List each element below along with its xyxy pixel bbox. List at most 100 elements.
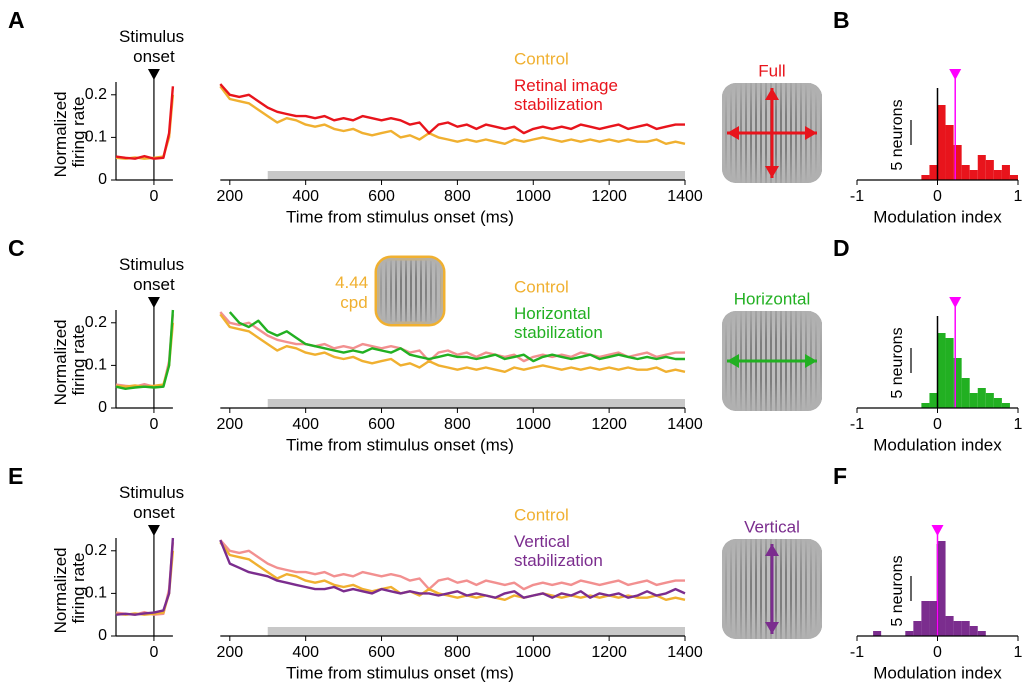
x-tick-label: 600 — [368, 644, 395, 661]
histogram-bar — [969, 393, 978, 408]
y-tick-label: 0.1 — [85, 357, 107, 374]
legend-entry: Horizontal stabilization — [514, 304, 603, 342]
histogram-bar — [913, 621, 922, 636]
panel-label: E — [8, 463, 23, 489]
x-tick-label: 1000 — [515, 416, 551, 433]
series-line — [115, 83, 685, 160]
onset-label: Stimulus onset — [119, 483, 189, 522]
arrow-head — [765, 622, 779, 634]
x-axis-label: Modulation index — [873, 207, 1002, 226]
histogram-bar — [873, 631, 882, 636]
x-tick-label: 1400 — [667, 188, 703, 205]
arrow-head — [805, 354, 817, 368]
x-tick-label: 0 — [149, 644, 158, 661]
x-tick-label: 600 — [368, 416, 395, 433]
scale-bar-label: 5 neurons — [889, 327, 906, 398]
x-tick-label: 1 — [1014, 188, 1023, 205]
mean-marker — [949, 69, 962, 80]
histogram-bar — [937, 541, 946, 636]
x-axis-label: Modulation index — [873, 663, 1002, 682]
legend-entry: Vertical stabilization — [514, 532, 603, 570]
y-tick-label: 0.2 — [85, 314, 107, 331]
panel-label: F — [833, 463, 847, 489]
histogram-bar — [993, 398, 1002, 408]
histogram-bar — [1001, 165, 1010, 180]
arrow-head — [765, 544, 779, 556]
x-axis-label: Time from stimulus onset (ms) — [286, 435, 514, 454]
x-tick-label: 1200 — [591, 644, 627, 661]
arrow-head — [765, 88, 779, 100]
x-tick-label: 400 — [292, 416, 319, 433]
x-axis-label: Modulation index — [873, 435, 1002, 454]
histogram-bar — [977, 631, 986, 636]
x-tick-label: 1000 — [515, 644, 551, 661]
inset-label: 4.44 cpd — [335, 273, 373, 312]
histogram-bar — [945, 338, 954, 408]
onset-label: Stimulus onset — [119, 255, 189, 294]
histogram-bar — [945, 616, 954, 636]
x-tick-label: 800 — [444, 416, 471, 433]
histogram-bar — [937, 105, 946, 180]
histogram-bar — [969, 626, 978, 636]
series-line — [115, 309, 685, 390]
y-axis-label: Normalized firing rate — [51, 543, 88, 634]
panel-label: A — [8, 7, 25, 33]
stimulus-label: Full — [758, 61, 785, 80]
x-tick-label: 1 — [1014, 416, 1023, 433]
histogram-bar — [929, 165, 938, 180]
onset-marker — [147, 69, 160, 80]
panel-label: B — [833, 7, 850, 33]
shaded-interval — [267, 627, 685, 636]
scale-bar-label: 5 neurons — [889, 99, 906, 170]
panel-label: D — [833, 235, 850, 261]
y-axis-label: Normalized firing rate — [51, 87, 88, 178]
mean-marker — [931, 525, 944, 536]
x-tick-label: 1 — [1014, 644, 1023, 661]
x-tick-label: -1 — [850, 188, 864, 205]
panel-label: C — [8, 235, 25, 261]
onset-marker — [147, 297, 160, 308]
x-tick-label: 200 — [216, 416, 243, 433]
shaded-interval — [267, 399, 685, 408]
x-axis-label: Time from stimulus onset (ms) — [286, 207, 514, 226]
onset-label: Stimulus onset — [119, 27, 189, 66]
histogram-bar — [953, 621, 962, 636]
x-tick-label: 200 — [216, 644, 243, 661]
histogram-bar — [977, 388, 986, 408]
arrow-head — [805, 126, 817, 140]
histogram-bar — [929, 393, 938, 408]
histogram-bar — [1001, 403, 1010, 408]
histogram-bar — [961, 165, 970, 180]
y-tick-label: 0 — [98, 627, 107, 644]
scale-bar-label: 5 neurons — [889, 555, 906, 626]
histogram-bar — [953, 358, 962, 408]
histogram-bar — [977, 155, 986, 180]
x-axis-label: Time from stimulus onset (ms) — [286, 663, 514, 682]
histogram-bar — [1009, 175, 1018, 180]
x-tick-label: 0 — [933, 188, 942, 205]
x-tick-label: 0 — [933, 416, 942, 433]
x-tick-label: 0 — [149, 188, 158, 205]
histogram-bar — [921, 175, 930, 180]
shaded-interval — [267, 171, 685, 180]
y-tick-label: 0.1 — [85, 585, 107, 602]
legend-entry: Control — [514, 49, 569, 68]
x-tick-label: 400 — [292, 188, 319, 205]
grating-fade — [377, 258, 443, 324]
x-tick-label: 800 — [444, 188, 471, 205]
histogram-bar — [961, 621, 970, 636]
stimulus-label: Vertical — [744, 517, 800, 536]
histogram-bar — [985, 393, 994, 408]
x-tick-label: -1 — [850, 416, 864, 433]
y-axis-label: Normalized firing rate — [51, 315, 88, 406]
x-tick-label: -1 — [850, 644, 864, 661]
legend-entry: Retinal image stabilization — [514, 76, 623, 114]
histogram-bar — [953, 145, 962, 180]
y-tick-label: 0.2 — [85, 86, 107, 103]
legend-entry: Control — [514, 277, 569, 296]
x-tick-label: 800 — [444, 644, 471, 661]
series-line — [115, 537, 686, 616]
arrow-head — [727, 126, 739, 140]
x-tick-label: 1400 — [667, 416, 703, 433]
